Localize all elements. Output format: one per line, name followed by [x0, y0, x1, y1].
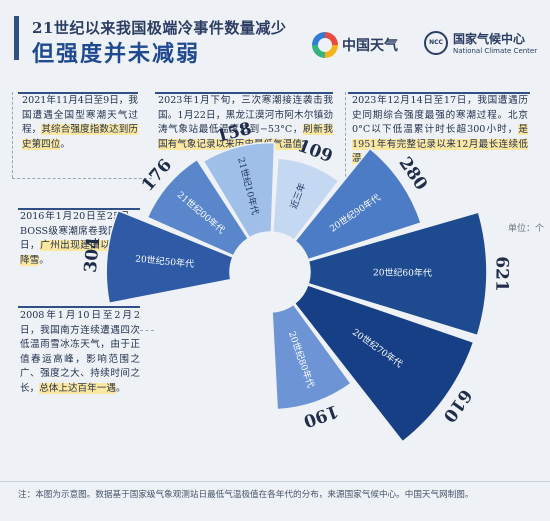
rose-sector-4	[294, 147, 422, 261]
note-2021-cold-wave: 2021年11月4日至9日，我国遭遇全国型寒潮天气过程，其综合强度指数达到历史第…	[22, 94, 139, 152]
footer-divider	[0, 481, 550, 482]
note-1-end: 。	[60, 138, 70, 150]
title-line-2: 但强度并未减弱	[32, 41, 201, 67]
rose-value-label-6: 158	[214, 119, 253, 147]
note-5-end: 。	[115, 382, 126, 394]
note-2023-jan-cold-waves: 2023年1月下旬，三次寒潮接连袭击我国。1月22日，黑龙江漠河市阿木尔镇劲涛气…	[158, 94, 333, 152]
china-weather-logo-text: 中国天气	[342, 38, 398, 54]
rose-sector-5	[146, 158, 250, 257]
rose-value-label-1: 621	[491, 256, 511, 292]
unit-label: 单位：个	[508, 224, 545, 234]
rose-sector-3	[271, 303, 353, 411]
rose-sector-0	[105, 209, 234, 305]
note-box-5-rule	[18, 306, 140, 308]
note-4-text: 2016年1月20日至25日，BOSS级寒潮席卷我国。24日，	[20, 211, 140, 251]
note-4-end: 。	[39, 254, 49, 266]
rose-sectors	[105, 142, 488, 443]
connector-1	[12, 92, 13, 178]
note-3-text: 2023年12月14日至17日，我国遭遇历史同期综合强度最强的寒潮过程。北京0°…	[352, 95, 528, 135]
rose-value-label-0: 304	[81, 236, 104, 273]
note-2023-dec-cold-wave: 2023年12月14日至17日，我国遭遇历史同期综合强度最强的寒潮过程。北京0°…	[352, 94, 528, 167]
ncc-logo-name-en: National Climate Center	[453, 47, 538, 55]
note-5-highlight: 总体上达百年一遇	[39, 382, 116, 394]
ncc-logo: NCC 国家气候中心 National Climate Center	[424, 30, 537, 55]
note-box-2-rule	[155, 92, 333, 94]
connector-3	[345, 92, 346, 192]
title-accent-bar	[14, 16, 19, 60]
connector-1h	[12, 178, 152, 179]
rose-sector-7	[271, 157, 340, 242]
rose-sector-1	[307, 211, 488, 337]
ncc-seal-icon: NCC	[424, 30, 448, 55]
footer-note: 注：本图为示意图。数据基于国家级气象观测站日最低气温极值在各年代的分布，来源国家…	[18, 490, 474, 500]
ncc-logo-name-cn: 国家气候中心	[453, 32, 526, 46]
title-line-1: 21世纪以来我国极端冷事件数量减少	[32, 19, 287, 37]
china-weather-logo-icon	[312, 32, 338, 58]
note-2-end: 。	[301, 138, 312, 150]
note-box-1-rule	[18, 92, 138, 94]
note-2-text: 2023年1月下旬，三次寒潮接连袭击我国。1月22日，黑龙江漠河市阿木尔镇劲涛气…	[158, 95, 333, 135]
rose-sector-2	[293, 284, 475, 443]
note-1-text: 2021年11月4日至9日，我国遭遇全国型寒潮天气过程，	[22, 95, 138, 135]
note-box-3-rule	[348, 92, 530, 94]
note-5-text: 2008年1月10日至2月2日，我国南方连续遭遇四次低温雨雪冰冻天气，由于正值春…	[20, 310, 140, 394]
note-2008-freezing-rain: 2008年1月10日至2月2日，我国南方连续遭遇四次低温雨雪冰冻天气，由于正值春…	[20, 309, 140, 396]
china-weather-logo: 中国天气	[312, 32, 398, 58]
note-box-4-rule	[18, 208, 140, 210]
rose-category-label-1: 20世纪60年代	[373, 266, 432, 279]
rose-sector-6	[202, 142, 276, 239]
connector-5	[140, 330, 154, 331]
rose-center-hole	[234, 236, 306, 308]
